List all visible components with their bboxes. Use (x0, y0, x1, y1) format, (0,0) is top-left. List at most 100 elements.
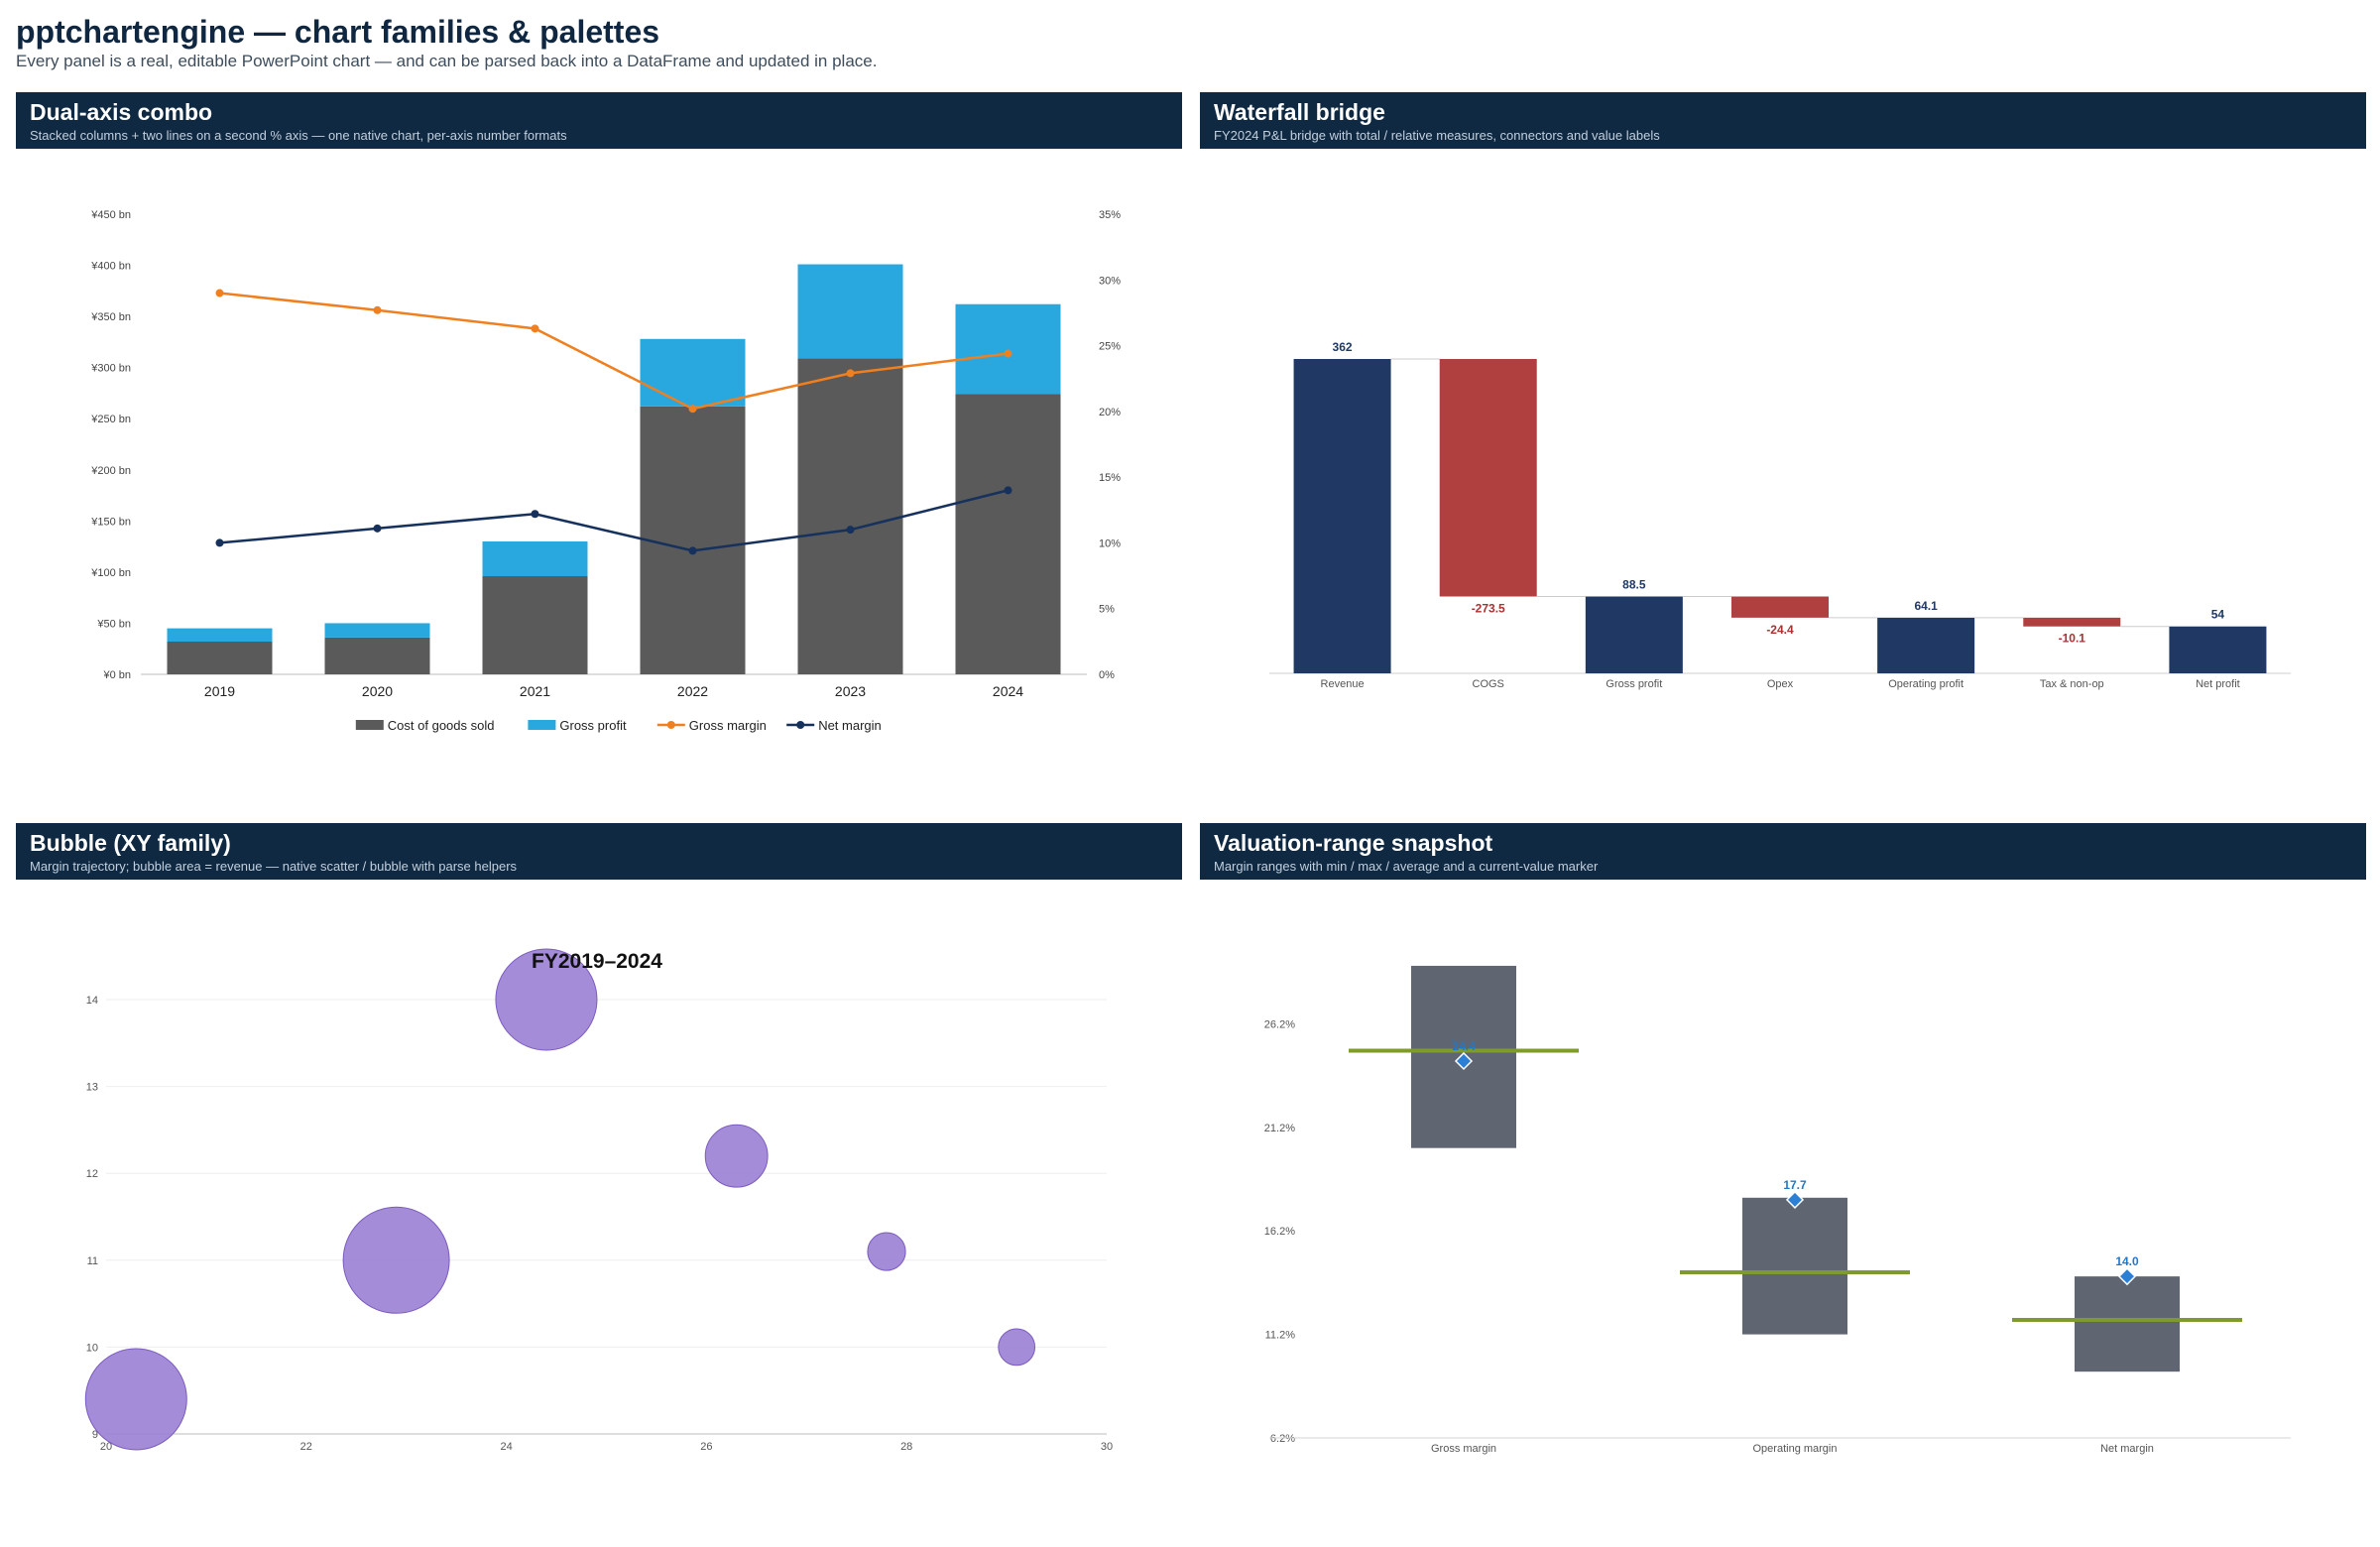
current-marker (1454, 1051, 1474, 1071)
x-tick-label: 26 (700, 1441, 712, 1453)
x-tick-label: Revenue (1321, 678, 1365, 690)
chart-title: FY2019–2024 (532, 950, 662, 973)
x-tick-label: Net margin (2100, 1443, 2154, 1455)
legend-label: Net margin (818, 718, 882, 733)
bar-segment (955, 303, 1061, 395)
current-value-label: 17.7 (1783, 1178, 1807, 1192)
page-title: pptchartengine — chart families & palett… (16, 14, 660, 50)
bar-segment (640, 338, 746, 407)
current-value-label: 14.0 (2115, 1254, 2139, 1268)
data-label: 54 (2211, 608, 2225, 622)
combo-chart: ¥0 bn ¥50 bn ¥100 bn ¥150 bn ¥200 bn ¥250 bn ¥… (90, 209, 1121, 733)
legend-label: Gross margin (689, 718, 767, 733)
panel-title: Valuation-range snapshot (1214, 830, 1493, 856)
y-tick-label: 26.2% (1264, 1018, 1295, 1030)
legend-swatch-marker (666, 721, 675, 729)
panel-subtitle: Stacked columns + two lines on a second … (30, 128, 567, 144)
bar-segment (955, 394, 1061, 674)
x-tick-label: 24 (500, 1441, 512, 1453)
line-point (688, 546, 697, 555)
y2-tick-label: 20% (1099, 407, 1121, 418)
panel-title: Bubble (XY family) (30, 830, 231, 856)
waterfall-bar (1439, 359, 1537, 597)
bar-segment (482, 576, 588, 674)
y2-tick-label: 5% (1099, 604, 1115, 616)
x-tick-label: Opex (1767, 678, 1794, 690)
bubble-chart: 9 10 11 12 13 14 20 22 24 26 28 30 FY2019–2024 (84, 948, 1113, 1453)
x-tick-label: 2020 (362, 683, 393, 699)
data-label: 362 (1333, 340, 1353, 354)
y-tick-label: 16.2% (1264, 1226, 1295, 1238)
panel-header-waterfall: Waterfall bridge FY2024 P&L bridge with … (1200, 92, 2366, 149)
range-bar (2075, 1276, 2180, 1372)
x-tick-label: 28 (900, 1441, 912, 1453)
bubble-point (342, 1206, 450, 1314)
y2-tick-label: 25% (1099, 341, 1121, 353)
legend-swatch (528, 720, 556, 730)
bar-segment (797, 358, 903, 674)
line-point (688, 405, 697, 414)
y-tick-label: 11.2% (1265, 1330, 1296, 1342)
bar-segment (324, 623, 430, 638)
x-tick-label: 2024 (993, 683, 1023, 699)
waterfall-bar (1731, 596, 1829, 618)
x-tick-label: Operating profit (1888, 678, 1964, 690)
y-tick-label: 13 (86, 1082, 98, 1094)
data-label: 64.1 (1914, 599, 1938, 613)
data-label: -10.1 (2059, 632, 2086, 646)
y-tick-label: 6.2% (1270, 1433, 1295, 1445)
bar-segment (482, 540, 588, 577)
waterfall-bar (2023, 617, 2121, 627)
x-tick-label: Tax & non-op (2040, 678, 2104, 690)
current-value-label: 24.4 (1452, 1039, 1476, 1053)
y2-tick-label: 30% (1099, 275, 1121, 287)
bubble-point (704, 1124, 769, 1188)
x-tick-label: 2021 (520, 683, 550, 699)
bar-segment (640, 406, 746, 674)
y-tick-label: 12 (86, 1168, 98, 1180)
bubble-point (84, 1348, 187, 1451)
data-label: -24.4 (1766, 623, 1794, 637)
range-bar (1742, 1197, 1847, 1335)
bar-segment (324, 637, 430, 674)
y2-tick-label: 15% (1099, 472, 1121, 484)
x-tick-label: Gross margin (1431, 1443, 1496, 1455)
y-tick-label: 11 (87, 1255, 98, 1267)
waterfall-chart: 362 Revenue -273.5 COGS 88.5 Gross profit -24.… (1269, 340, 2291, 690)
line-point (373, 524, 382, 533)
x-tick-label: 22 (300, 1441, 312, 1453)
x-tick-label: 2023 (835, 683, 866, 699)
line-point (1004, 486, 1012, 495)
line-series (219, 292, 1009, 411)
y-tick-label: 14 (86, 995, 98, 1007)
panel-subtitle: FY2024 P&L bridge with total / relative … (1214, 128, 1660, 144)
panel-header-bubble: Bubble (XY family) Margin trajectory; bu… (16, 823, 1182, 880)
line-point (846, 369, 855, 378)
y-tick-label: 10 (86, 1342, 98, 1354)
panel-header-range: Valuation-range snapshot Margin ranges w… (1200, 823, 2366, 880)
y2-tick-label: 0% (1099, 669, 1115, 681)
legend-swatch-marker (796, 721, 805, 729)
legend-label: Gross profit (559, 718, 627, 733)
bar-segment (167, 642, 273, 674)
y-tick-label: ¥350 bn (90, 311, 131, 323)
waterfall-bar (2169, 626, 2267, 673)
y-tick-label: ¥450 bn (90, 209, 131, 221)
line-point (215, 289, 224, 298)
line-point (1004, 349, 1012, 358)
y-tick-label: 21.2% (1264, 1123, 1295, 1134)
line-point (215, 538, 224, 547)
line-point (373, 305, 382, 314)
panel-subtitle: Margin trajectory; bubble area = revenue… (30, 859, 518, 875)
bar-segment (797, 264, 903, 359)
y2-tick-label: 10% (1099, 537, 1121, 549)
x-tick-label: Net profit (2196, 678, 2240, 690)
waterfall-bar (1293, 359, 1391, 673)
y-tick-label: ¥200 bn (90, 465, 131, 477)
panel-subtitle: Margin ranges with min / max / average a… (1214, 859, 1599, 875)
bubble-point (998, 1328, 1036, 1367)
panel-title: Dual-axis combo (30, 99, 213, 125)
legend-swatch (355, 720, 384, 730)
bubble-point (867, 1232, 906, 1271)
x-tick-label: 2019 (204, 683, 235, 699)
